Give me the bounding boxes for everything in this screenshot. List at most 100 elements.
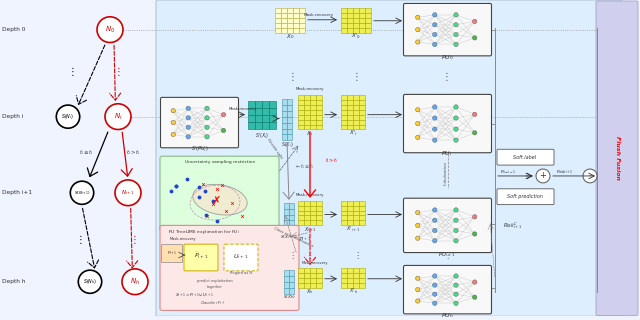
Bar bbox=[282, 111, 287, 117]
Bar bbox=[347, 268, 353, 273]
Bar bbox=[310, 268, 316, 273]
Bar bbox=[284, 282, 289, 288]
Bar bbox=[341, 105, 347, 110]
Bar bbox=[341, 283, 347, 288]
Text: $t_i > t_i$: $t_i > t_i$ bbox=[325, 156, 339, 165]
Text: Class prior estimation: Class prior estimation bbox=[273, 226, 314, 248]
Text: Depth h: Depth h bbox=[2, 279, 26, 284]
Bar bbox=[284, 226, 289, 232]
Bar bbox=[341, 206, 347, 211]
Bar bbox=[304, 95, 310, 100]
Bar bbox=[293, 13, 299, 18]
Bar bbox=[341, 23, 347, 28]
Point bbox=[198, 182, 209, 187]
Text: Flush Fusion: Flush Fusion bbox=[614, 136, 620, 180]
Text: $X'_{i+1}$: $X'_{i+1}$ bbox=[346, 225, 360, 234]
Bar bbox=[287, 129, 292, 134]
Bar bbox=[316, 110, 322, 115]
Bar bbox=[310, 110, 316, 115]
FancyBboxPatch shape bbox=[403, 265, 492, 314]
Bar bbox=[248, 122, 255, 129]
Bar bbox=[347, 105, 353, 110]
Bar bbox=[284, 276, 289, 282]
Text: $S(N_{i+1})$: $S(N_{i+1})$ bbox=[74, 189, 90, 196]
Bar bbox=[347, 211, 353, 215]
Bar bbox=[347, 120, 353, 124]
Bar bbox=[299, 8, 305, 13]
Text: $\pi_{i+1}$: $\pi_{i+1}$ bbox=[299, 235, 311, 243]
Bar bbox=[316, 105, 322, 110]
Text: ⋮: ⋮ bbox=[113, 67, 123, 77]
Bar bbox=[316, 124, 322, 130]
Bar bbox=[316, 278, 322, 283]
Bar bbox=[298, 201, 304, 206]
Text: ⋮: ⋮ bbox=[352, 72, 362, 82]
Text: $Risk^C_{i+1}$: $Risk^C_{i+1}$ bbox=[503, 220, 522, 231]
Circle shape bbox=[171, 120, 175, 125]
Bar bbox=[359, 105, 365, 110]
Bar bbox=[275, 28, 281, 33]
Bar bbox=[353, 215, 359, 220]
Bar bbox=[347, 206, 353, 211]
Bar bbox=[269, 122, 276, 129]
Circle shape bbox=[105, 104, 131, 130]
Bar bbox=[304, 283, 310, 288]
Text: $S(X_h)$: $S(X_h)$ bbox=[283, 293, 296, 301]
Circle shape bbox=[454, 301, 458, 306]
Circle shape bbox=[454, 116, 458, 120]
Bar bbox=[341, 13, 347, 18]
Bar bbox=[304, 211, 310, 215]
Bar bbox=[316, 268, 322, 273]
Bar bbox=[284, 270, 289, 276]
Circle shape bbox=[78, 270, 102, 293]
Bar bbox=[255, 115, 262, 122]
Text: $X_{i+1}$: $X_{i+1}$ bbox=[304, 225, 316, 234]
Bar bbox=[310, 124, 316, 130]
Circle shape bbox=[171, 108, 175, 113]
Bar bbox=[304, 268, 310, 273]
Circle shape bbox=[415, 287, 420, 292]
Text: Soft label: Soft label bbox=[513, 155, 536, 160]
Bar bbox=[298, 273, 304, 278]
Bar bbox=[365, 28, 371, 33]
Text: $t_i \leq t_i$: $t_i \leq t_i$ bbox=[79, 148, 93, 157]
Circle shape bbox=[433, 13, 437, 17]
Bar bbox=[287, 117, 292, 123]
Bar bbox=[347, 115, 353, 120]
Circle shape bbox=[433, 274, 437, 278]
Bar bbox=[298, 215, 304, 220]
Text: $X_h$: $X_h$ bbox=[307, 287, 314, 295]
FancyBboxPatch shape bbox=[497, 189, 554, 204]
FancyBboxPatch shape bbox=[160, 156, 279, 231]
Circle shape bbox=[454, 105, 458, 109]
Text: Mask-recovery: Mask-recovery bbox=[304, 13, 334, 17]
Bar bbox=[299, 28, 305, 33]
Text: Mask-recovery: Mask-recovery bbox=[229, 107, 257, 111]
FancyBboxPatch shape bbox=[403, 4, 492, 56]
Text: $Risk_{i+1}$: $Risk_{i+1}$ bbox=[556, 168, 573, 176]
Bar bbox=[353, 18, 359, 23]
Bar bbox=[353, 120, 359, 124]
Circle shape bbox=[433, 22, 437, 27]
Bar bbox=[359, 268, 365, 273]
Bar bbox=[347, 18, 353, 23]
Bar bbox=[359, 100, 365, 105]
Bar bbox=[304, 273, 310, 278]
Bar bbox=[275, 18, 281, 23]
Bar bbox=[287, 123, 292, 129]
Circle shape bbox=[433, 228, 437, 233]
Bar bbox=[298, 268, 304, 273]
Bar bbox=[347, 283, 353, 288]
Bar bbox=[347, 13, 353, 18]
Bar bbox=[304, 215, 310, 220]
Text: Initialization: Initialization bbox=[444, 161, 448, 185]
Bar bbox=[287, 18, 293, 23]
Bar bbox=[365, 23, 371, 28]
Bar bbox=[341, 120, 347, 124]
Bar bbox=[281, 13, 287, 18]
Bar bbox=[281, 8, 287, 13]
Text: $X_i$: $X_i$ bbox=[307, 129, 314, 138]
Text: Regard as N: Regard as N bbox=[230, 271, 252, 275]
Bar bbox=[353, 8, 359, 13]
Bar bbox=[298, 278, 304, 283]
